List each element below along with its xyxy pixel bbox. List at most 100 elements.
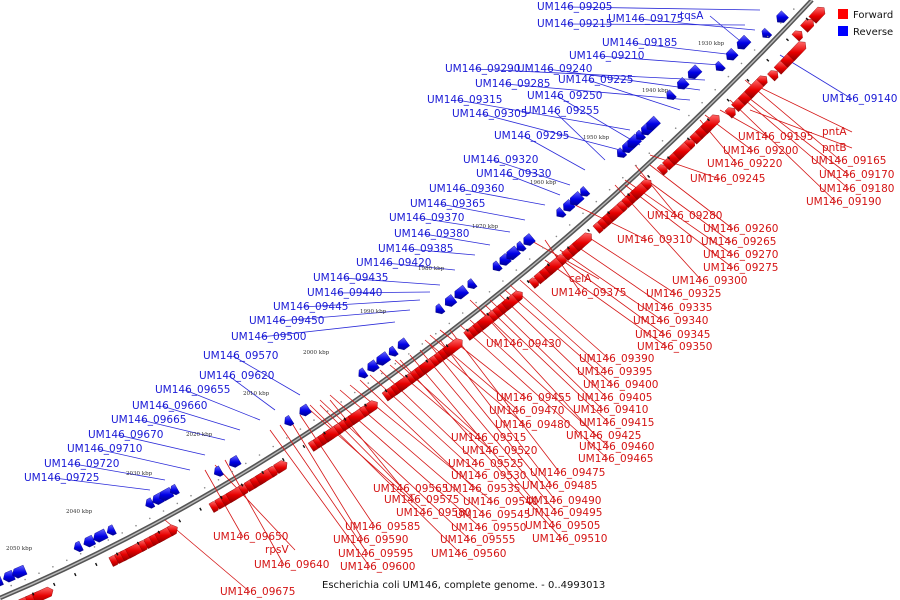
- reverse-gene-label[interactable]: UM146_09710: [67, 443, 142, 455]
- forward-gene-arrow[interactable]: [31, 586, 54, 600]
- forward-gene-label[interactable]: UM146_09280: [647, 210, 722, 222]
- reverse-gene-label[interactable]: UM146_09385: [378, 243, 453, 255]
- reverse-gene-arrow[interactable]: [12, 564, 28, 579]
- forward-gene-label[interactable]: UM146_09555: [440, 534, 515, 546]
- reverse-gene-label[interactable]: UM146_09240: [517, 63, 592, 75]
- reverse-gene-arrow[interactable]: [106, 524, 117, 536]
- reverse-gene-arrow[interactable]: [3, 569, 16, 583]
- forward-gene-arrow[interactable]: [684, 138, 696, 150]
- forward-gene-label[interactable]: UM146_09480: [495, 419, 570, 431]
- forward-gene-label[interactable]: UM146_09300: [672, 275, 747, 287]
- forward-gene-label[interactable]: UM146_09575: [384, 494, 459, 506]
- reverse-gene-arrow[interactable]: [229, 455, 242, 468]
- reverse-gene-label[interactable]: UM146_09380: [394, 228, 469, 240]
- forward-gene-label[interactable]: UM146_09550: [451, 522, 526, 534]
- reverse-gene-arrow[interactable]: [284, 415, 295, 427]
- reverse-gene-label[interactable]: UM146_09330: [476, 168, 551, 180]
- reverse-gene-arrow[interactable]: [169, 483, 180, 496]
- forward-gene-label[interactable]: UM146_09485: [522, 480, 597, 492]
- forward-gene-label[interactable]: UM146_09310: [617, 234, 692, 246]
- forward-gene-label[interactable]: pntA: [822, 126, 847, 138]
- forward-gene-label[interactable]: UM146_09580: [396, 507, 471, 519]
- reverse-gene-arrow[interactable]: [376, 351, 392, 366]
- reverse-gene-label[interactable]: UM146_09500: [231, 331, 306, 343]
- forward-gene-label[interactable]: UM146_09265: [701, 236, 776, 248]
- forward-gene-arrow[interactable]: [273, 460, 288, 474]
- forward-gene-label[interactable]: UM146_09600: [340, 561, 415, 573]
- reverse-gene-arrow[interactable]: [435, 303, 446, 315]
- reverse-gene-label[interactable]: UM146_09315: [427, 94, 502, 106]
- forward-gene-arrow[interactable]: [786, 41, 807, 62]
- forward-gene-label[interactable]: UM146_09375: [551, 287, 626, 299]
- forward-gene-label[interactable]: UM146_09465: [578, 453, 653, 465]
- reverse-gene-label[interactable]: UM146_09435: [313, 272, 388, 284]
- forward-gene-label[interactable]: UM146_09195: [738, 131, 813, 143]
- forward-gene-label[interactable]: celA: [569, 273, 592, 285]
- reverse-gene-label[interactable]: UM146_09450: [249, 315, 324, 327]
- reverse-gene-label[interactable]: UM146_09655: [155, 384, 230, 396]
- reverse-gene-arrow[interactable]: [73, 540, 84, 553]
- reverse-gene-arrow[interactable]: [580, 186, 591, 197]
- reverse-gene-arrow[interactable]: [367, 359, 380, 373]
- reverse-gene-arrow[interactable]: [523, 233, 536, 246]
- forward-gene-label[interactable]: UM146_09165: [811, 155, 886, 167]
- forward-gene-label[interactable]: pntB: [822, 142, 847, 154]
- forward-gene-label[interactable]: UM146_09425: [566, 430, 641, 442]
- forward-gene-arrow[interactable]: [442, 338, 463, 357]
- forward-gene-label[interactable]: UM146_09275: [703, 262, 778, 274]
- reverse-gene-arrow[interactable]: [454, 284, 470, 300]
- reverse-gene-arrow[interactable]: [467, 278, 478, 290]
- forward-gene-label[interactable]: UM146_09345: [635, 329, 710, 341]
- forward-gene-label[interactable]: UM146_09475: [530, 467, 605, 479]
- forward-gene-label[interactable]: UM146_09410: [573, 404, 648, 416]
- forward-gene-label[interactable]: UM146_09325: [646, 288, 721, 300]
- reverse-gene-arrow[interactable]: [715, 60, 726, 72]
- forward-gene-label[interactable]: UM146_09650: [213, 531, 288, 543]
- forward-gene-label[interactable]: UM146_09515: [451, 432, 526, 444]
- forward-gene-label[interactable]: UM146_09390: [579, 353, 654, 365]
- reverse-gene-label[interactable]: UM146_09215: [537, 18, 612, 30]
- reverse-gene-arrow[interactable]: [388, 345, 399, 357]
- reverse-gene-label[interactable]: UM146_09205: [537, 1, 612, 13]
- forward-gene-label[interactable]: UM146_09535: [445, 483, 520, 495]
- reverse-gene-arrow[interactable]: [726, 47, 739, 61]
- forward-gene-label[interactable]: UM146_09520: [462, 445, 537, 457]
- reverse-gene-arrow[interactable]: [0, 575, 4, 587]
- reverse-gene-label[interactable]: UM146_09305: [452, 108, 527, 120]
- reverse-gene-arrow[interactable]: [627, 133, 642, 149]
- forward-gene-label[interactable]: UM146_09180: [819, 183, 894, 195]
- reverse-gene-label[interactable]: UM146_09420: [356, 257, 431, 269]
- reverse-gene-label[interactable]: tqsA: [680, 10, 704, 22]
- reverse-gene-label[interactable]: UM146_09250: [527, 90, 602, 102]
- forward-gene-label[interactable]: UM146_09540: [463, 496, 538, 508]
- reverse-gene-arrow[interactable]: [556, 206, 567, 218]
- reverse-gene-label[interactable]: UM146_09185: [602, 37, 677, 49]
- forward-gene-label[interactable]: UM146_09675: [220, 586, 295, 598]
- forward-gene-label[interactable]: UM146_09495: [527, 507, 602, 519]
- reverse-gene-arrow[interactable]: [93, 528, 109, 543]
- forward-gene-arrow[interactable]: [756, 75, 768, 87]
- reverse-gene-label[interactable]: UM146_09570: [203, 350, 278, 362]
- reverse-gene-label[interactable]: UM146_09440: [307, 287, 382, 299]
- forward-gene-label[interactable]: UM146_09405: [577, 392, 652, 404]
- forward-gene-label[interactable]: UM146_09335: [637, 302, 712, 314]
- reverse-gene-label[interactable]: UM146_09225: [558, 74, 633, 86]
- forward-gene-label[interactable]: UM146_09395: [577, 366, 652, 378]
- forward-gene-arrow[interactable]: [808, 6, 826, 24]
- forward-gene-label[interactable]: UM146_09640: [254, 559, 329, 571]
- reverse-gene-label[interactable]: UM146_09445: [273, 301, 348, 313]
- forward-gene-label[interactable]: UM146_09340: [633, 315, 708, 327]
- forward-gene-label[interactable]: UM146_09350: [637, 341, 712, 353]
- reverse-gene-arrow[interactable]: [299, 403, 312, 417]
- forward-gene-label[interactable]: UM146_09510: [532, 533, 607, 545]
- reverse-gene-label[interactable]: UM146_09255: [524, 105, 599, 117]
- forward-gene-label[interactable]: rpsV: [265, 544, 289, 556]
- reverse-gene-label[interactable]: UM146_09720: [44, 458, 119, 470]
- forward-gene-label[interactable]: UM146_09455: [496, 392, 571, 404]
- forward-gene-label[interactable]: UM146_09200: [723, 145, 798, 157]
- forward-gene-label[interactable]: UM146_09565: [373, 483, 448, 495]
- forward-gene-label[interactable]: UM146_09220: [707, 158, 782, 170]
- reverse-gene-arrow[interactable]: [444, 294, 458, 307]
- forward-gene-label[interactable]: UM146_09590: [333, 534, 408, 546]
- reverse-gene-arrow[interactable]: [499, 253, 512, 266]
